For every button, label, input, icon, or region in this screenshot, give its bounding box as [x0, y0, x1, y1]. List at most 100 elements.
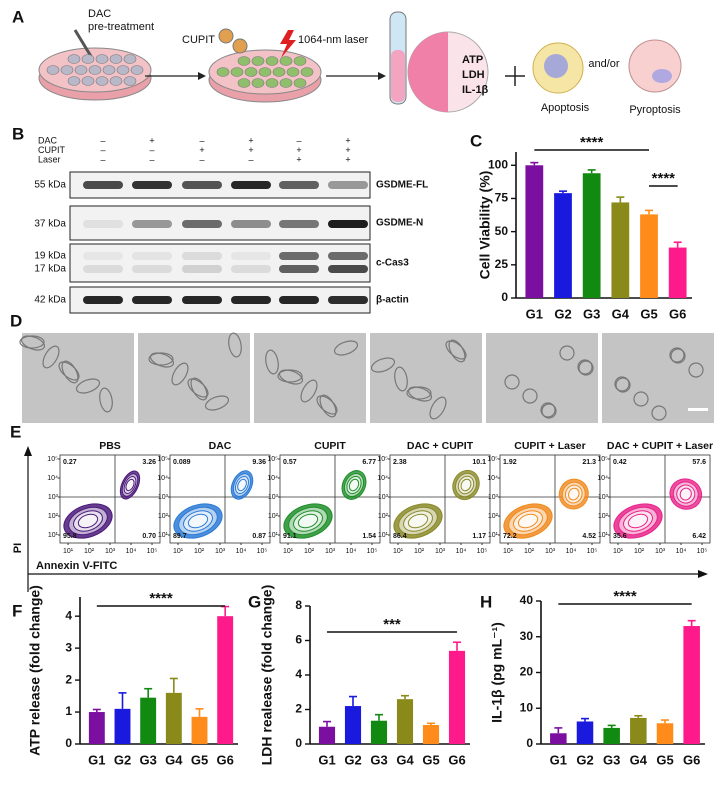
quadrant-value: 1.54 [362, 533, 376, 540]
cell [251, 56, 265, 66]
flow-x-tick: 10⁴ [236, 548, 247, 555]
laser-bolt [280, 30, 296, 58]
flow-x-tick: 10⁵ [367, 548, 378, 555]
x-tick-label: G1 [550, 752, 567, 767]
flow-x-tick: 10⁴ [456, 548, 467, 555]
bar [554, 193, 572, 298]
quadrant-value: 0.57 [283, 459, 297, 466]
flow-x-tick: 10³ [545, 548, 556, 555]
y-tick-label: 40 [520, 593, 534, 607]
y-tick-label: 100 [488, 157, 508, 171]
cell-outline [149, 352, 175, 368]
panel-label: A [12, 7, 24, 26]
band [83, 296, 123, 304]
flow-title: PBS [99, 440, 121, 452]
y-axis-label: Cell Viability (%) [477, 171, 493, 280]
y-tick-label: 50 [495, 224, 509, 238]
x-tick-label: G2 [554, 306, 571, 321]
cell [74, 65, 88, 75]
quadrant-value: 86.4 [393, 533, 407, 540]
band [279, 265, 319, 273]
x-tick-label: G3 [583, 306, 600, 321]
condition-label: Laser [38, 154, 61, 164]
bar [576, 721, 594, 744]
bar [630, 717, 647, 744]
x-tick-label: G4 [630, 752, 648, 767]
kda-label: 17 kDa [34, 264, 66, 275]
arrow-head [378, 72, 386, 80]
flow-y-tick: 10¹ [488, 532, 499, 539]
cell [258, 67, 272, 77]
band [279, 181, 319, 189]
cell-outline [190, 377, 208, 401]
y-tick-label: 0 [501, 290, 508, 304]
flow-y-tick: 10¹ [598, 532, 609, 539]
error-bar [645, 209, 653, 215]
flow-x-tick: 10³ [655, 548, 666, 555]
bar [114, 708, 131, 744]
error-bar [349, 695, 357, 707]
cell [95, 54, 109, 64]
scale-bar [688, 408, 708, 411]
flow-x-tick: 10⁵ [697, 548, 708, 555]
y-tick-label: 8 [295, 598, 302, 612]
y-axis-label: IL-1β (pg mL⁻¹) [489, 622, 505, 723]
and-or: and/or [588, 58, 620, 70]
flow-y-tick: 10³ [48, 494, 59, 501]
flow-title: CUPIT + Laser [514, 440, 586, 452]
cell [237, 56, 251, 66]
error-bar [634, 714, 643, 718]
cell-outline [651, 405, 667, 421]
band [328, 296, 368, 304]
flow-y-tick: 10⁴ [597, 475, 608, 482]
step-label: pre-treatment [88, 21, 154, 33]
bar [422, 725, 440, 744]
cell [60, 65, 74, 75]
x-tick-label: G2 [344, 752, 361, 767]
quadrant-value: 57.6 [692, 459, 706, 466]
x-tick-label: G5 [191, 752, 208, 767]
quadrant-value: 9.36 [252, 459, 266, 466]
x-tick-label: G1 [88, 752, 105, 767]
bar [191, 716, 208, 744]
flow-title: DAC + CUPIT [407, 440, 474, 452]
flow-x-tick: 10³ [435, 548, 446, 555]
panel-label: D [10, 311, 22, 330]
flow-title: DAC [209, 440, 232, 452]
cell-outline [61, 360, 79, 384]
flow-x-tick: 10⁵ [477, 548, 488, 555]
flow-y-tick: 10⁵ [377, 456, 388, 463]
significance-label: **** [149, 590, 173, 607]
cell-outline [615, 377, 631, 393]
panel-label: F [12, 601, 22, 620]
cell-outline [578, 360, 594, 376]
cell-outline [333, 340, 359, 356]
cell [279, 56, 293, 66]
condition-sign: – [296, 135, 301, 145]
contour [627, 513, 649, 529]
error-bar [144, 687, 153, 698]
bar [550, 733, 567, 744]
arrow-head [698, 570, 708, 578]
panel-label: E [10, 422, 21, 441]
marker-label: ATP [462, 54, 483, 66]
cell-outline [300, 379, 318, 403]
bar [344, 706, 362, 744]
quadrant-value: 89.7 [173, 533, 187, 540]
quadrant-value: 91.1 [283, 533, 297, 540]
error-bar [607, 724, 616, 728]
y-tick-label: 2 [65, 672, 72, 686]
cell-outline [319, 394, 337, 418]
cell [265, 78, 279, 88]
error-bar [616, 196, 625, 203]
x-tick-label: G6 [683, 752, 700, 767]
cell [279, 78, 293, 88]
nanoparticle [232, 38, 248, 54]
flow-y-tick: 10¹ [268, 532, 279, 539]
band [83, 265, 123, 273]
step-label: 1064-nm laser [298, 34, 369, 46]
flow-x-label: Annexin V-FITC [36, 560, 117, 572]
bar [683, 626, 700, 744]
contour [125, 478, 135, 492]
